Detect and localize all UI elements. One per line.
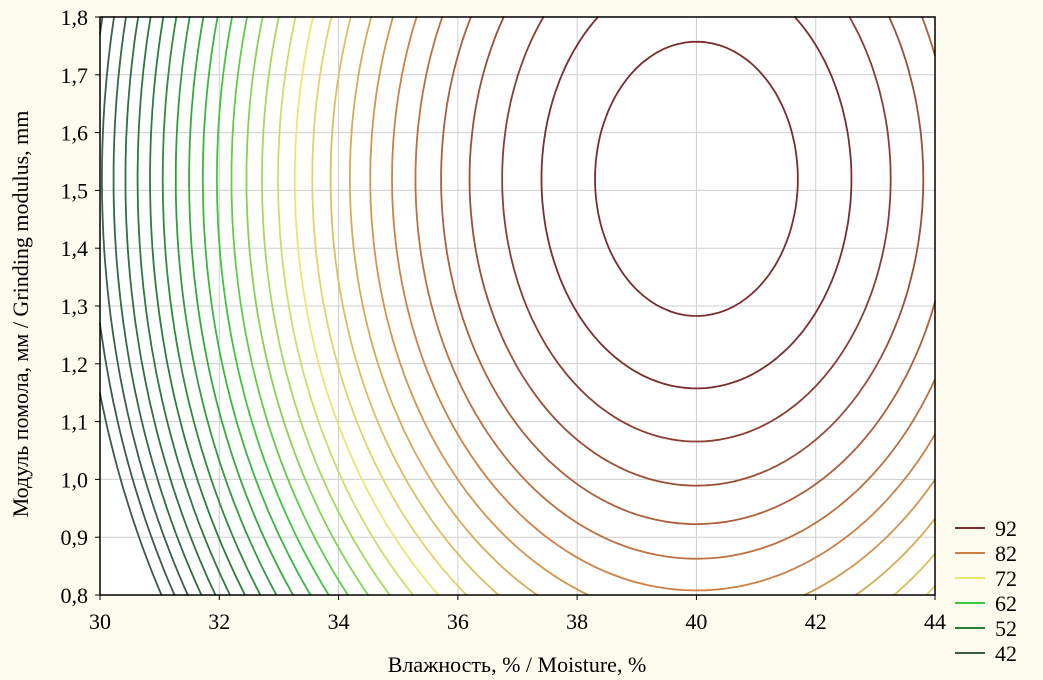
contour-line [136,16,231,596]
contour-line [174,16,278,596]
contour-line [414,16,936,560]
legend-label: 62 [995,591,1017,616]
contour-line [99,392,163,596]
legend-label: 42 [995,641,1017,666]
contour-line [216,16,330,596]
x-tick-label: 38 [566,609,588,634]
contour-line [277,16,414,596]
legend-label: 72 [995,566,1017,591]
y-tick-label: 1,4 [61,236,89,261]
x-tick-label: 42 [805,609,827,634]
contour-line [261,16,391,596]
x-tick-label: 44 [924,609,946,634]
contour-line [188,16,294,596]
legend-label: 82 [995,541,1017,566]
axis-ticks: 30 32 34 36 38 40 42 44 0,8 0,9 1,0 1,1 1,2 1,3 1,4 1,5… [61,5,947,634]
contour-line [440,16,936,525]
x-tick-label: 32 [208,609,230,634]
contour-line [369,16,936,596]
y-tick-label: 1,7 [61,63,89,88]
contour-line [245,16,370,596]
y-tick-label: 1,6 [61,121,89,146]
contour-line [201,16,312,596]
y-tick-label: 0,9 [61,525,89,550]
contour-line [124,16,217,596]
contour-line [101,16,189,596]
contour-line [149,16,246,596]
y-axis-title: Модуль помола, мм / Grinding modulus, mm [8,111,33,518]
contour-line [594,40,799,317]
x-tick-label: 30 [89,609,111,634]
y-tick-label: 1,3 [61,294,89,319]
y-tick-label: 1,1 [61,410,89,435]
contour-line [329,16,936,596]
contour-line [468,16,925,487]
y-tick-label: 0,8 [61,583,89,608]
legend-label: 92 [995,516,1017,541]
contour-line [112,16,203,596]
y-tick-label: 1,2 [61,352,89,377]
contour-line [391,16,936,592]
legend-label: 52 [995,616,1017,641]
contour-line [230,16,349,596]
y-tick-label: 1,5 [61,178,89,203]
contour-line [99,16,176,596]
x-tick-label: 40 [685,609,707,634]
contour-line [293,16,440,596]
grid-lines [100,17,935,595]
x-tick-label: 34 [328,609,350,634]
contour-line [501,16,892,443]
x-tick-label: 36 [447,609,469,634]
contour-line [161,16,262,596]
contour-line [540,16,853,390]
contour-line [311,16,936,596]
x-axis-title: Влажность, % / Moisture, % [388,652,647,677]
contour-lines [99,16,936,596]
contour-line [349,16,936,596]
y-tick-label: 1,8 [61,5,89,30]
y-tick-label: 1,0 [61,467,89,492]
